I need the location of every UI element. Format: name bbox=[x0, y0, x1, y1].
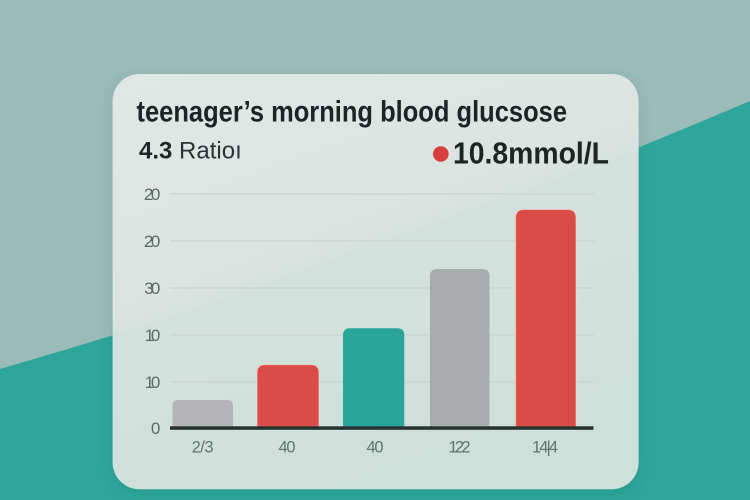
svg-text:2/3: 2/3 bbox=[192, 438, 214, 456]
svg-text:teenager’s morning blood glucs: teenager’s morning blood glucsose bbox=[137, 96, 568, 129]
svg-text:20: 20 bbox=[144, 185, 160, 204]
svg-text:10: 10 bbox=[145, 373, 161, 392]
svg-text:10: 10 bbox=[145, 326, 161, 345]
svg-text:40: 40 bbox=[279, 438, 296, 456]
svg-text:40: 40 bbox=[367, 438, 384, 456]
svg-text:4.3 Ratioı: 4.3 Ratioı bbox=[139, 137, 242, 164]
svg-text:20: 20 bbox=[144, 232, 160, 251]
svg-text:122: 122 bbox=[449, 438, 471, 456]
svg-text:0: 0 bbox=[151, 419, 160, 438]
svg-text:10.8mmol/L: 10.8mmol/L bbox=[453, 135, 609, 170]
svg-text:14|4: 14|4 bbox=[532, 438, 558, 456]
svg-text:30: 30 bbox=[144, 279, 160, 298]
